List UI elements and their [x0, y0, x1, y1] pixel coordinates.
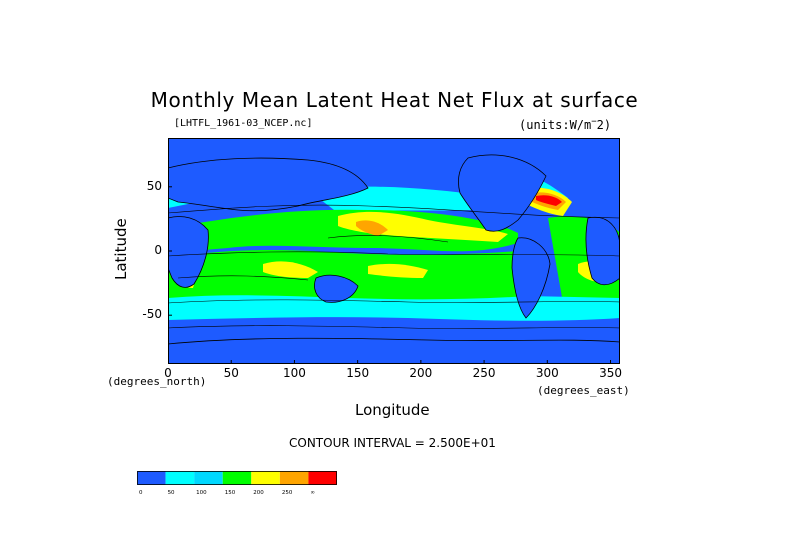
y-tick-label: 0 [154, 243, 162, 257]
tropical-south-green [168, 250, 528, 304]
x-tick-label: 300 [535, 366, 559, 380]
landmass-south-america [511, 237, 551, 319]
y-tick-label: 50 [146, 178, 162, 193]
landmass-africa [585, 216, 620, 286]
legend-swatch [137, 471, 166, 485]
x-tick-label: 0 [164, 366, 172, 380]
x-tick-marks [168, 360, 612, 364]
y-tick-marks [168, 186, 172, 316]
x-tick-label: 250 [472, 366, 496, 380]
pacific-orange [356, 220, 388, 236]
north-pacific-cyan [308, 186, 508, 213]
legend-swatch [279, 471, 309, 485]
gulf-stream-red [536, 195, 562, 206]
southern-cyan-band [168, 295, 620, 321]
color-legend: 0 50 100 150 200 250 ∞ [137, 471, 337, 496]
units-label: (units:W/m−2) [519, 117, 612, 132]
x-tick-label: 100 [282, 366, 306, 380]
y-tick-label: -50 [142, 307, 162, 322]
x-tick-label: 150 [346, 366, 370, 380]
x-axis-unit: (degrees_east) [537, 384, 630, 397]
legend-swatch [165, 471, 195, 485]
legend-label: ∞ [310, 490, 315, 496]
legend-frame [137, 471, 337, 485]
legend-label: 0 [139, 490, 143, 496]
map-title: Monthly Mean Latent Heat Net Flux at sur… [150, 88, 639, 112]
legend-label: 250 [282, 490, 293, 496]
legend-label: 150 [225, 490, 236, 496]
y-axis-label: Latitude [112, 218, 130, 280]
legend-label: 100 [196, 490, 207, 496]
contour-interval: CONTOUR INTERVAL = 2.500E+01 [289, 436, 496, 450]
landmass-eurasia [168, 157, 369, 212]
x-tick-label: 350 [599, 366, 622, 380]
landmass-australia [314, 274, 359, 303]
landmass-africa-west [168, 216, 209, 288]
legend-swatches [137, 471, 337, 485]
legend-swatch [251, 471, 280, 485]
legend-swatch [194, 471, 223, 485]
south-pacific-yellow [263, 261, 318, 278]
south-pacific-yellow-2 [368, 263, 428, 278]
legend-label: 50 [168, 490, 175, 496]
x-axis-label: Longitude [355, 401, 430, 419]
legend-labels: 0 50 100 150 200 250 ∞ [139, 490, 315, 496]
y-axis-unit: (degrees_north) [107, 375, 207, 388]
flux-map [168, 138, 620, 364]
file-label: [LHTFL_1961-03_NCEP.nc] [174, 118, 313, 129]
x-tick-label: 200 [409, 366, 433, 380]
x-tick-label: 50 [223, 366, 239, 380]
legend-label: 200 [253, 490, 264, 496]
legend-swatch [222, 471, 252, 485]
legend-swatch [308, 471, 337, 485]
landmass-antarctica [168, 337, 620, 364]
contour-lines [168, 204, 620, 329]
